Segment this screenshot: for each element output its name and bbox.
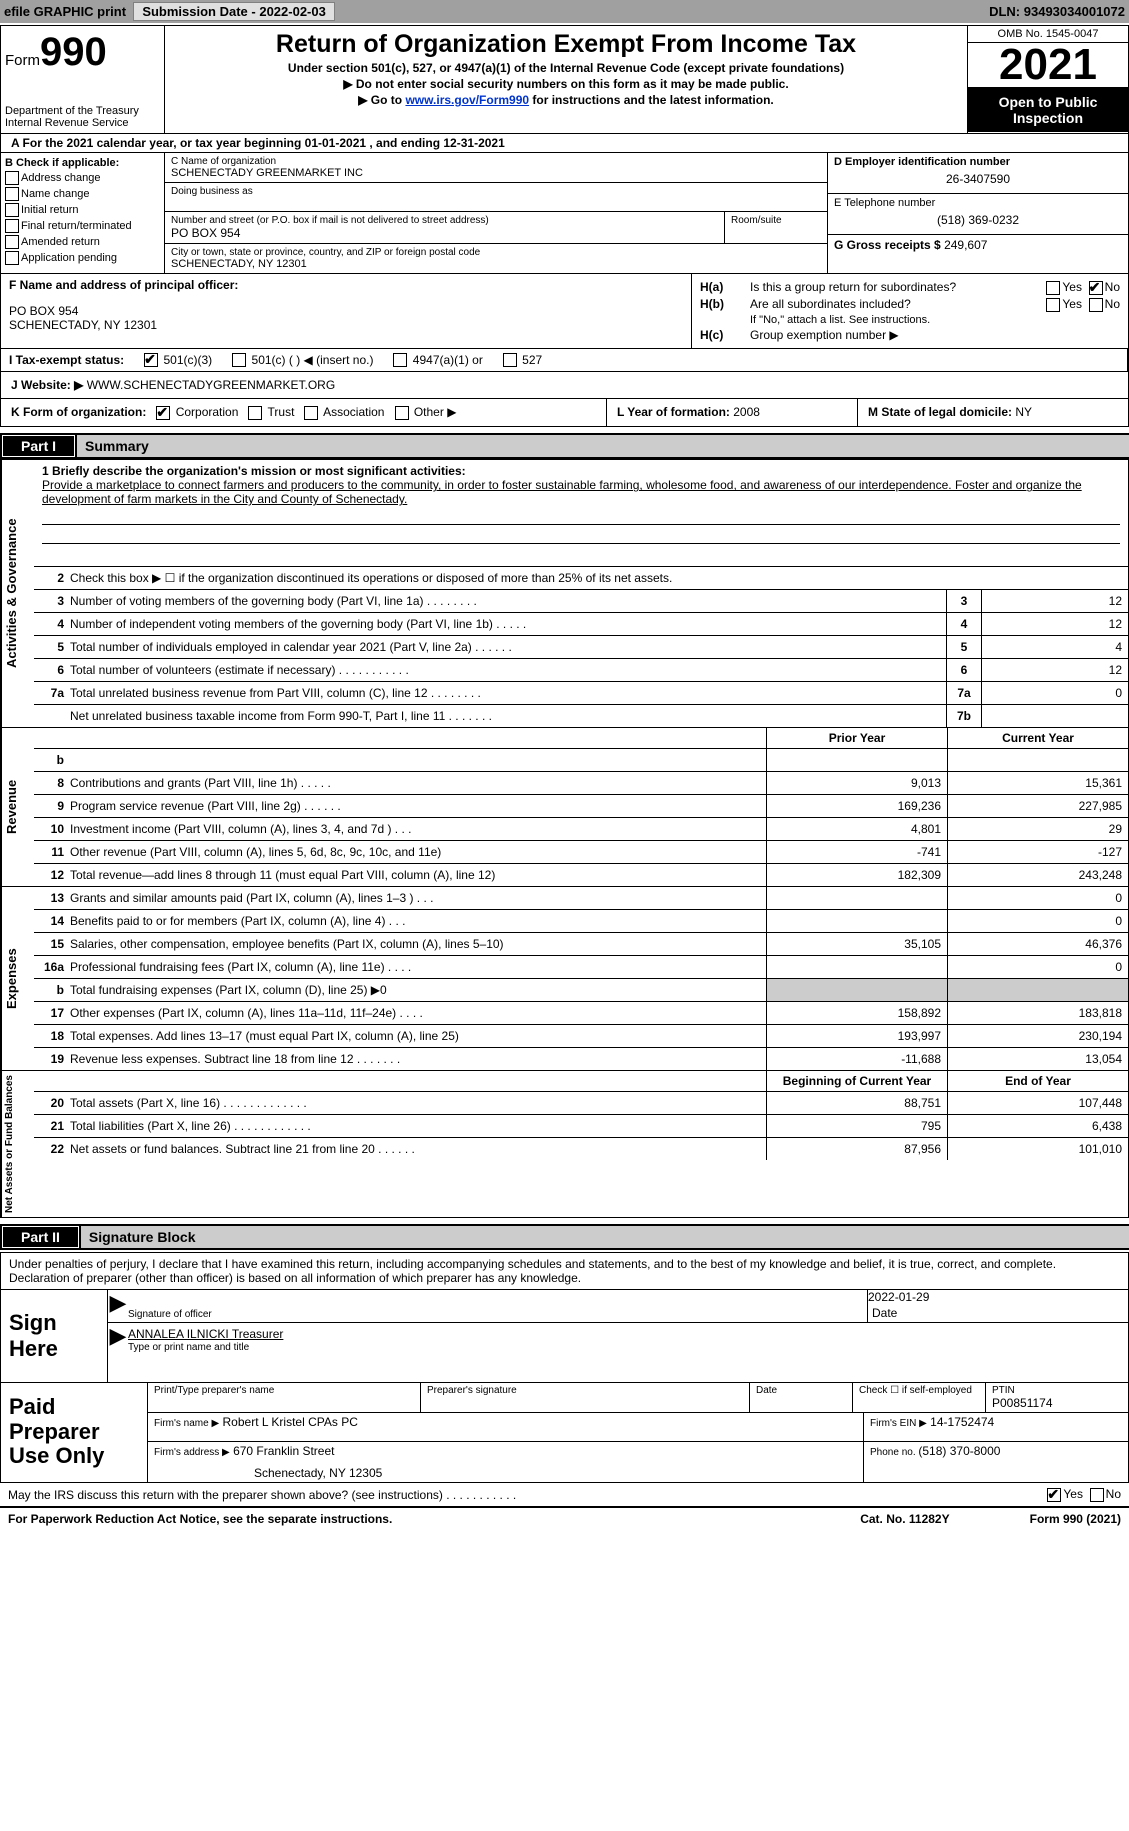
col-header-na: Beginning of Current Year End of Year — [34, 1071, 1128, 1092]
gov-line: 7aTotal unrelated business revenue from … — [34, 682, 1128, 705]
form-header: Form990 Department of the Treasury Inter… — [0, 25, 1129, 134]
dln: DLN: 93493034001072 — [989, 4, 1125, 19]
data-row: 21Total liabilities (Part X, line 26) . … — [34, 1115, 1128, 1138]
chk-4947[interactable] — [393, 353, 407, 367]
col-b: B Check if applicable: Address change Na… — [1, 153, 165, 273]
info-grid: B Check if applicable: Address change Na… — [0, 153, 1129, 274]
section-h: H(a) Is this a group return for subordin… — [692, 274, 1128, 348]
gross-receipts: 249,607 — [944, 238, 987, 252]
ha-yes[interactable] — [1046, 281, 1060, 295]
data-row: 17Other expenses (Part IX, column (A), l… — [34, 1002, 1128, 1025]
org-city: SCHENECTADY, NY 12301 — [171, 258, 821, 270]
data-row: 22Net assets or fund balances. Subtract … — [34, 1138, 1128, 1160]
section-l: L Year of formation: 2008 — [607, 399, 858, 426]
gov-line: 3Number of voting members of the governi… — [34, 590, 1128, 613]
part-2-header: Part II Signature Block — [0, 1224, 1129, 1250]
section-f: F Name and address of principal officer:… — [1, 274, 692, 348]
data-row: 12Total revenue—add lines 8 through 11 (… — [34, 864, 1128, 886]
hb-yes[interactable] — [1046, 298, 1060, 312]
tax-year: 2021 — [968, 43, 1128, 88]
section-k: K Form of organization: Corporation Trus… — [1, 399, 607, 426]
data-row: 19Revenue less expenses. Subtract line 1… — [34, 1048, 1128, 1070]
open-to-public: Open to Public Inspection — [968, 88, 1128, 132]
mission-section: 1 Briefly describe the organization's mi… — [34, 460, 1128, 567]
org-address: PO BOX 954 — [171, 226, 718, 240]
vbar-governance: Activities & Governance — [1, 460, 34, 727]
bottom-bar: For Paperwork Reduction Act Notice, see … — [0, 1506, 1129, 1530]
sign-here-label: Sign Here — [1, 1290, 108, 1382]
data-row: bTotal fundraising expenses (Part IX, co… — [34, 979, 1128, 1002]
discuss-row: May the IRS discuss this return with the… — [0, 1483, 1129, 1506]
section-a: A For the 2021 calendar year, or tax yea… — [0, 134, 1129, 153]
gov-line: 2Check this box ▶ ☐ if the organization … — [34, 567, 1128, 590]
data-row: 16aProfessional fundraising fees (Part I… — [34, 956, 1128, 979]
part-1-header: Part I Summary — [0, 433, 1129, 459]
gov-line: 6Total number of volunteers (estimate if… — [34, 659, 1128, 682]
vbar-netassets: Net Assets or Fund Balances — [1, 1071, 34, 1217]
irs-label: Internal Revenue Service — [5, 117, 160, 129]
subtitle-2: ▶ Do not enter social security numbers o… — [169, 77, 963, 91]
chk-corp[interactable] — [156, 406, 170, 420]
data-row: 11Other revenue (Part VIII, column (A), … — [34, 841, 1128, 864]
data-row: 9Program service revenue (Part VIII, lin… — [34, 795, 1128, 818]
chk-other[interactable] — [395, 406, 409, 420]
website: WWW.SCHENECTADYGREENMARKET.ORG — [83, 378, 335, 392]
chk-final-return[interactable]: Final return/terminated — [5, 219, 160, 233]
phone: (518) 369-0232 — [834, 209, 1122, 231]
data-row: 13Grants and similar amounts paid (Part … — [34, 887, 1128, 910]
section-i: I Tax-exempt status: 501(c)(3) 501(c) ( … — [1, 349, 1128, 372]
ein: 26-3407590 — [834, 168, 1122, 190]
section-j: J Website: ▶ WWW.SCHENECTADYGREENMARKET.… — [0, 372, 1129, 399]
dept-treasury: Department of the Treasury — [5, 105, 160, 117]
ha-no[interactable] — [1089, 281, 1103, 295]
data-row: 15Salaries, other compensation, employee… — [34, 933, 1128, 956]
chk-trust[interactable] — [248, 406, 262, 420]
efile-label: efile GRAPHIC print — [4, 4, 126, 19]
signature-block: Under penalties of perjury, I declare th… — [0, 1252, 1129, 1483]
chk-501c[interactable] — [232, 353, 246, 367]
vbar-revenue: Revenue — [1, 728, 34, 886]
org-name: SCHENECTADY GREENMARKET INC — [171, 167, 821, 179]
top-bar: efile GRAPHIC print Submission Date - 20… — [0, 0, 1129, 23]
data-row: b — [34, 749, 1128, 772]
paid-preparer-label: Paid Preparer Use Only — [1, 1383, 148, 1482]
chk-app-pending[interactable]: Application pending — [5, 251, 160, 265]
chk-527[interactable] — [503, 353, 517, 367]
col-d: D Employer identification number 26-3407… — [827, 153, 1128, 273]
chk-name-change[interactable]: Name change — [5, 187, 160, 201]
data-row: 14Benefits paid to or for members (Part … — [34, 910, 1128, 933]
data-row: 20Total assets (Part X, line 16) . . . .… — [34, 1092, 1128, 1115]
discuss-yes[interactable] — [1047, 1488, 1061, 1502]
col-c: C Name of organization SCHENECTADY GREEN… — [165, 153, 827, 273]
data-row: 8Contributions and grants (Part VIII, li… — [34, 772, 1128, 795]
subtitle-1: Under section 501(c), 527, or 4947(a)(1)… — [169, 61, 963, 75]
gov-line: Net unrelated business taxable income fr… — [34, 705, 1128, 727]
discuss-no[interactable] — [1090, 1488, 1104, 1502]
data-row: 10Investment income (Part VIII, column (… — [34, 818, 1128, 841]
chk-address-change[interactable]: Address change — [5, 171, 160, 185]
chk-assoc[interactable] — [304, 406, 318, 420]
hb-no[interactable] — [1089, 298, 1103, 312]
gov-line: 5Total number of individuals employed in… — [34, 636, 1128, 659]
chk-initial-return[interactable]: Initial return — [5, 203, 160, 217]
vbar-expenses: Expenses — [1, 887, 34, 1070]
chk-amended[interactable]: Amended return — [5, 235, 160, 249]
section-m: M State of legal domicile: NY — [858, 399, 1128, 426]
subtitle-3: ▶ Go to www.irs.gov/Form990 for instruct… — [169, 93, 963, 107]
data-row: 18Total expenses. Add lines 13–17 (must … — [34, 1025, 1128, 1048]
chk-501c3[interactable] — [144, 353, 158, 367]
form-title: Return of Organization Exempt From Incom… — [169, 30, 963, 59]
form-label: Form990 — [5, 52, 107, 69]
irs-link[interactable]: www.irs.gov/Form990 — [405, 93, 529, 107]
gov-line: 4Number of independent voting members of… — [34, 613, 1128, 636]
submission-date-btn[interactable]: Submission Date - 2022-02-03 — [133, 2, 335, 21]
col-header-rev: Prior Year Current Year — [34, 728, 1128, 749]
